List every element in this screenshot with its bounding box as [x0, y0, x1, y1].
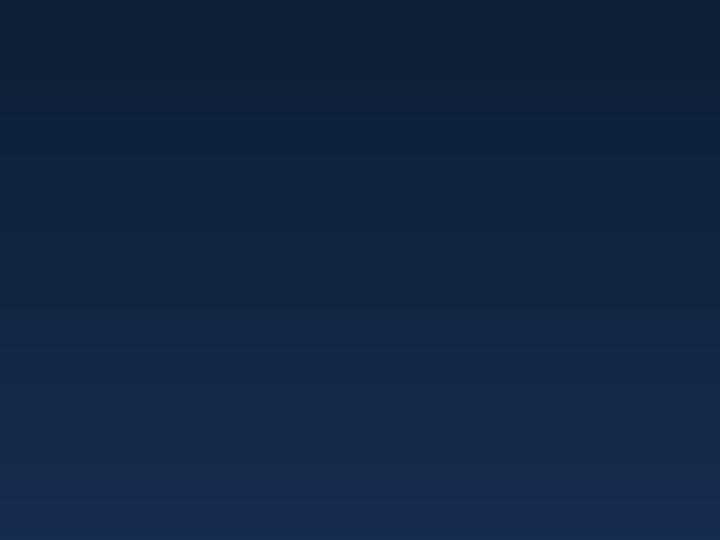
Text: Tier 2: Tier 2 [186, 215, 229, 230]
FancyBboxPatch shape [303, 342, 384, 394]
Text: Add
Student: Add Student [138, 354, 193, 383]
Text: Delete
Student: Delete Student [316, 354, 372, 383]
Text: Design: Design [101, 131, 171, 150]
FancyBboxPatch shape [214, 342, 295, 394]
FancyBboxPatch shape [125, 342, 206, 394]
Text: Database
Processing: Database Processing [217, 277, 293, 306]
Text: Edit
Student: Edit Student [227, 354, 282, 383]
FancyBboxPatch shape [214, 266, 295, 318]
FancyBboxPatch shape [328, 266, 410, 318]
FancyBboxPatch shape [432, 266, 513, 318]
Text: Database
Audit: Database Audit [439, 277, 505, 306]
Text: Systems development Life Cycle: Systems development Life Cycle [101, 82, 559, 105]
FancyBboxPatch shape [328, 199, 410, 251]
Text: Student
Database: Student Database [336, 211, 402, 239]
Text: Database
Maintenance: Database Maintenance [324, 277, 414, 306]
Text: Here is an example of Modular design using a Jackson (Hierarchical) diagram.: Here is an example of Modular design usi… [101, 183, 642, 197]
Text: Basically you have to complete
the lower level tasks before the
one above can be: Basically you have to complete the lower… [411, 318, 631, 394]
Text: High level and Modular design.: High level and Modular design. [101, 158, 367, 173]
